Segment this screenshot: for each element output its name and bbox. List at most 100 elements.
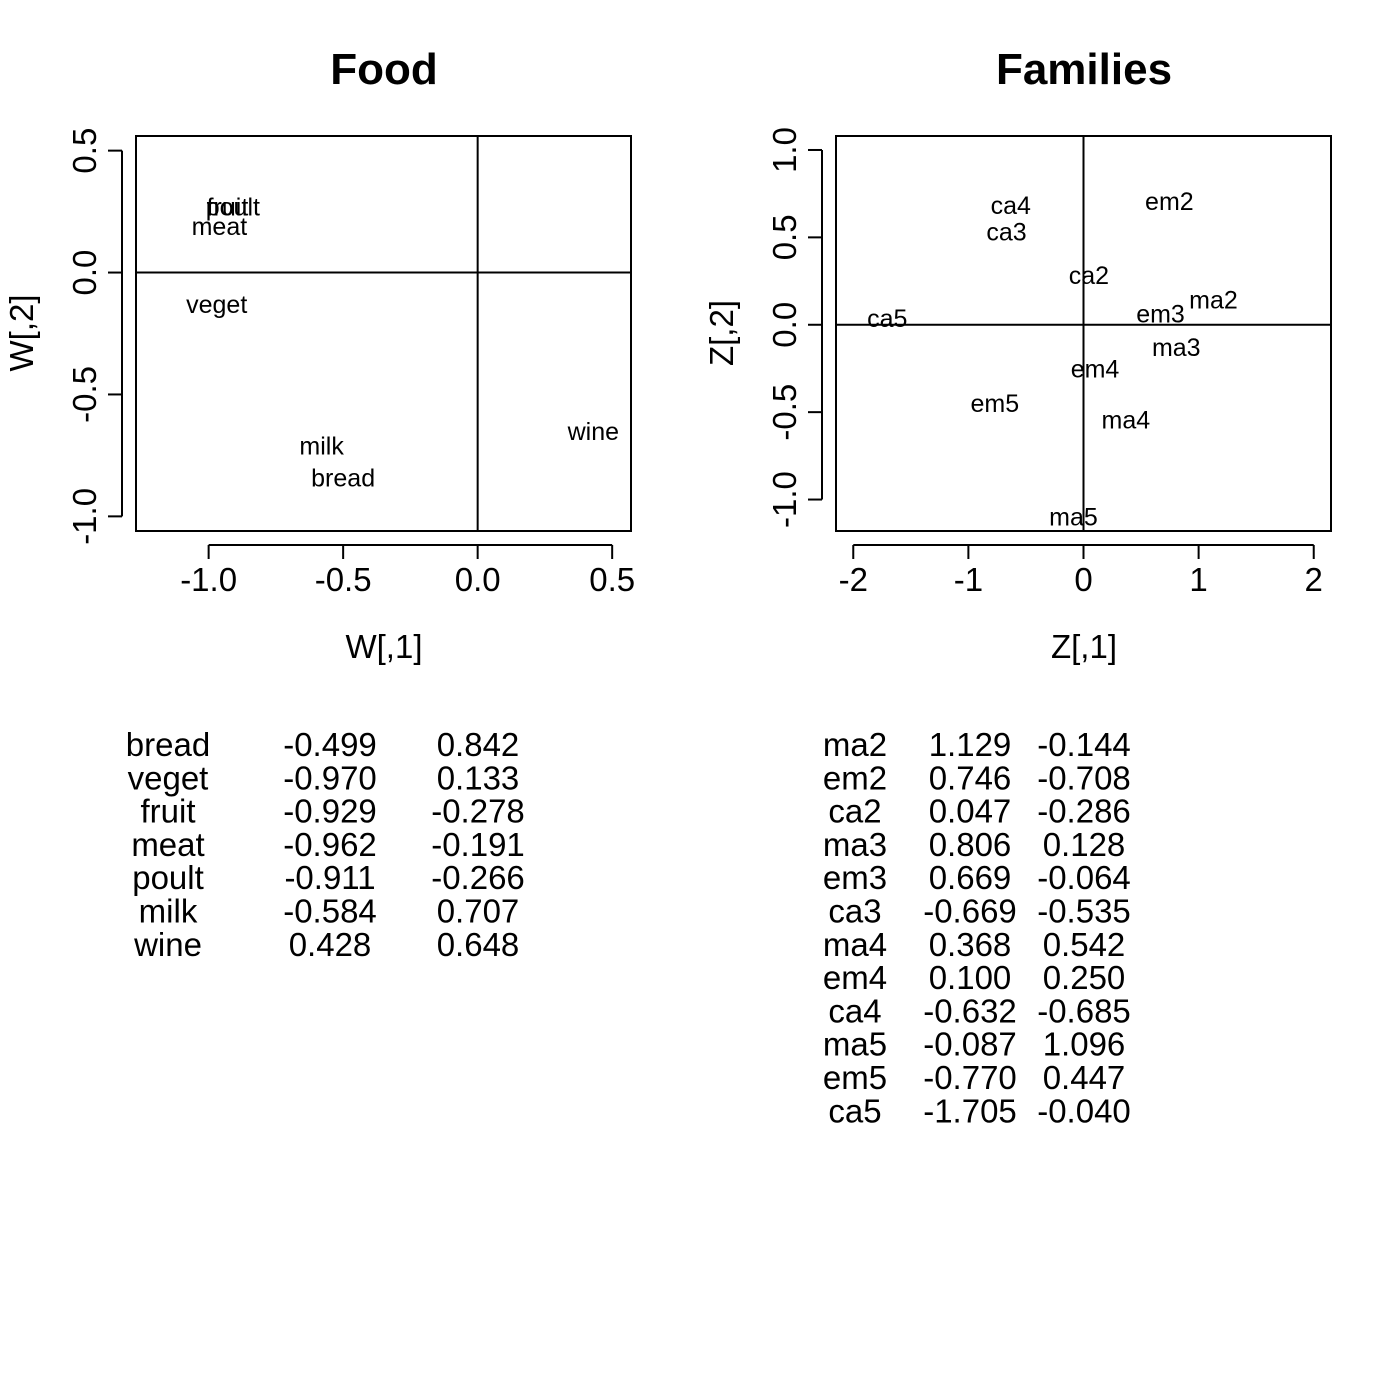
food-table-cell: -0.962 xyxy=(283,826,377,863)
families-table-cell: 0.047 xyxy=(929,793,1012,830)
families-point-label-ma2: ma2 xyxy=(1189,287,1238,315)
families-table-cell: -0.669 xyxy=(923,893,1017,930)
families-point-label-em5: em5 xyxy=(971,390,1020,418)
food-point-label-bread: bread xyxy=(311,464,375,492)
food-point-label-wine: wine xyxy=(567,418,619,446)
families-point-label-em2: em2 xyxy=(1145,188,1194,216)
families-x-axis-label: Z[,1] xyxy=(1051,628,1117,665)
families-table-cell: -0.144 xyxy=(1037,726,1131,763)
families-panel: Families -2 -1 0 1 2-1.0-0.50.00.51.0ma2em2c… xyxy=(703,45,1332,1129)
food-loadings-table: bread -0.499 0.842 veget -0.970 0.133 fruit -0.… xyxy=(126,726,525,963)
food-point-label-meat: meat xyxy=(192,213,248,241)
food-y-axis-label: W[,2] xyxy=(3,294,40,371)
families-table-cell: em5 xyxy=(823,1059,887,1096)
families-table-cell: ma5 xyxy=(823,1026,887,1063)
food-y-tick-label: -1.0 xyxy=(66,488,103,545)
families-y-tick-label: -1.0 xyxy=(766,471,803,528)
families-table-cell: ca2 xyxy=(828,793,881,830)
families-table-cell: -0.685 xyxy=(1037,992,1131,1029)
food-table-cell: -0.266 xyxy=(431,859,525,896)
food-table-cell: poult xyxy=(132,859,204,896)
families-y-tick-label: 0.0 xyxy=(766,302,803,348)
families-table-cell: 0.368 xyxy=(929,926,1012,963)
families-y-tick-label: -0.5 xyxy=(766,384,803,441)
families-table-cell: -0.286 xyxy=(1037,793,1131,830)
families-x-tick-label: -2 xyxy=(839,561,868,598)
families-x-tick-label: 2 xyxy=(1305,561,1323,598)
food-point-label-milk: milk xyxy=(299,433,344,461)
food-title: Food xyxy=(330,45,438,94)
food-marks: -1.0 -0.5 0.0 0.5 -1.0 -0.5 0.0 0.5 fruitpoultme… xyxy=(66,128,635,598)
food-y-tick-label: -0.5 xyxy=(66,366,103,423)
families-table-cell: 0.447 xyxy=(1043,1059,1126,1096)
families-point-label-em4: em4 xyxy=(1071,355,1120,383)
families-table-cell: 0.100 xyxy=(929,959,1012,996)
families-scores-table: ma2 1.129 -0.144 em2 0.746 -0.708 ca2 0.047 -0.2… xyxy=(823,726,1131,1129)
families-title: Families xyxy=(996,45,1172,94)
food-x-tick-label: -0.5 xyxy=(315,561,372,598)
food-point-label-poult: poult xyxy=(206,194,260,222)
food-panel: Food -1.0 -0.5 0.0 0.5-1.0-0.50.00.5fruitpo… xyxy=(3,45,635,963)
food-x-tick-label: -1.0 xyxy=(180,561,237,598)
food-table-cell: veget xyxy=(128,759,209,796)
food-table-cell: 0.842 xyxy=(437,726,520,763)
families-table-cell: 0.806 xyxy=(929,826,1012,863)
families-table-cell: 0.128 xyxy=(1043,826,1126,863)
families-table-cell: ma4 xyxy=(823,926,887,963)
families-point-label-ca5: ca5 xyxy=(867,305,907,333)
families-table-cell: 0.250 xyxy=(1043,959,1126,996)
food-table-cell: fruit xyxy=(140,793,195,830)
families-x-tick-label: 0 xyxy=(1074,561,1092,598)
families-table-cell: 1.129 xyxy=(929,726,1012,763)
families-table-cell: ca3 xyxy=(828,893,881,930)
families-marks: -2 -1 0 1 2 -1.0 -0.5 0.0 0.5 1.0 ma2 em2 ca2 ma3 em3 c… xyxy=(766,127,1331,598)
food-table-cell: -0.911 xyxy=(284,859,375,896)
families-table-cell: em2 xyxy=(823,759,887,796)
families-table-cell: -0.708 xyxy=(1037,759,1131,796)
families-point-label-ma5: ma5 xyxy=(1049,503,1098,531)
food-y-tick-label: 0.5 xyxy=(66,128,103,174)
food-point-label-veget: veget xyxy=(186,291,247,319)
food-point-label-fruit: fruit xyxy=(207,194,249,222)
families-table-cell: 1.096 xyxy=(1043,1026,1126,1063)
food-table-cell: -0.278 xyxy=(431,793,525,830)
families-table-cell: -0.040 xyxy=(1037,1092,1131,1129)
food-table-cell: meat xyxy=(131,826,204,863)
families-table-cell: -0.770 xyxy=(923,1059,1017,1096)
families-table-cell: em3 xyxy=(823,859,887,896)
families-table-cell: em4 xyxy=(823,959,887,996)
families-table-cell: 0.746 xyxy=(929,759,1012,796)
food-table-cell: wine xyxy=(133,926,202,963)
families-y-tick-label: 1.0 xyxy=(766,127,803,173)
families-point-label-ma3: ma3 xyxy=(1152,334,1201,362)
food-table-cell: 0.133 xyxy=(437,759,520,796)
families-point-label-ca4: ca4 xyxy=(991,192,1031,220)
food-y-tick-label: 0.0 xyxy=(66,250,103,296)
food-x-tick-label: 0.5 xyxy=(589,561,635,598)
families-table-cell: -0.632 xyxy=(923,992,1017,1029)
families-x-tick-label: -1 xyxy=(954,561,983,598)
food-x-axis-label: W[,1] xyxy=(345,628,422,665)
families-point-label-em3: em3 xyxy=(1136,301,1185,329)
families-y-tick-label: 0.5 xyxy=(766,214,803,260)
families-table-cell: 0.542 xyxy=(1043,926,1126,963)
families-table-cell: -0.535 xyxy=(1037,893,1131,930)
food-table-cell: 0.428 xyxy=(289,926,372,963)
families-x-tick-label: 1 xyxy=(1189,561,1207,598)
families-table-cell: ma2 xyxy=(823,726,887,763)
food-table-cell: -0.929 xyxy=(283,793,377,830)
food-table-cell: -0.584 xyxy=(283,893,377,930)
food-plot-box xyxy=(135,135,632,532)
families-table-cell: ca4 xyxy=(828,992,881,1029)
families-y-axis-label: Z[,2] xyxy=(703,300,740,366)
families-point-label-ca3: ca3 xyxy=(986,218,1026,246)
food-table-cell: milk xyxy=(139,893,198,930)
families-table-cell: ca5 xyxy=(828,1092,881,1129)
families-point-label-ca2: ca2 xyxy=(1069,262,1109,290)
families-table-cell: -0.064 xyxy=(1037,859,1131,896)
families-table-cell: -1.705 xyxy=(923,1092,1017,1129)
food-table-cell: 0.648 xyxy=(437,926,520,963)
families-point-label-ma4: ma4 xyxy=(1102,406,1151,434)
families-table-cell: 0.669 xyxy=(929,859,1012,896)
